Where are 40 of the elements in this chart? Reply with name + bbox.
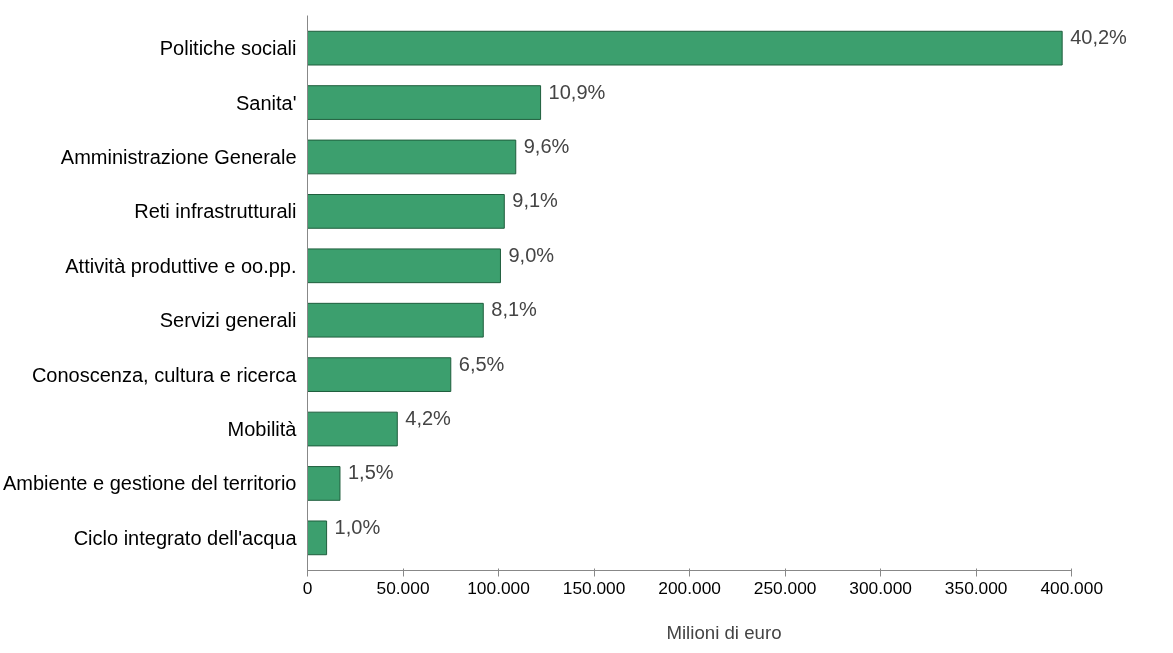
bar: [307, 357, 452, 392]
annotation: 1,0%: [334, 515, 381, 538]
bar: [307, 411, 398, 447]
y-tick-label: Servizi generali: [159, 309, 297, 332]
x-tick-label: 150.000: [562, 577, 626, 598]
x-tick-label: 50.000: [376, 577, 430, 598]
annotation: 9,1%: [512, 189, 559, 212]
annotation: 9,6%: [523, 134, 570, 157]
x-tick-label: 300.000: [849, 577, 912, 598]
bar: [307, 30, 1063, 66]
bar: [307, 302, 484, 338]
y-tick-label: Sanita': [235, 91, 297, 114]
y-tick-label: Amministrazione Generale: [60, 145, 297, 168]
bar: [307, 194, 505, 229]
bar: [307, 466, 341, 501]
annotation: 9,0%: [508, 243, 555, 266]
bar: [307, 248, 501, 284]
x-axis-title: Milioni di euro: [666, 621, 782, 643]
x-tick-label: 200.000: [658, 577, 721, 598]
x-tick-label: 100.000: [467, 577, 530, 598]
x-tick-label: 250.000: [753, 577, 817, 598]
annotation: 1,5%: [347, 461, 394, 484]
annotation: 40,2%: [1070, 26, 1128, 49]
annotation: 4,2%: [405, 407, 452, 430]
y-tick-label: Politiche sociali: [159, 37, 297, 60]
y-tick-label: Conoscenza, cultura e ricerca: [31, 363, 298, 386]
annotation: 10,9%: [548, 80, 606, 103]
y-tick-label: Ambiente e gestione del territorio: [3, 472, 297, 495]
x-tick-label: 350.000: [944, 577, 1008, 598]
y-tick-label: Mobilità: [227, 418, 298, 441]
annotation: 6,5%: [458, 352, 505, 375]
y-tick-label: Attività produttive e oo.pp.: [65, 254, 297, 277]
x-tick-label: 0: [302, 577, 313, 598]
x-tick-label: 400.000: [1040, 577, 1104, 598]
bar: [307, 85, 542, 120]
y-tick-label: Ciclo integrato dell'acqua: [73, 526, 298, 549]
y-tick-label: Reti infrastrutturali: [134, 200, 297, 223]
annotation: 8,1%: [491, 298, 538, 321]
bar: [307, 520, 328, 556]
bar: [307, 139, 517, 175]
